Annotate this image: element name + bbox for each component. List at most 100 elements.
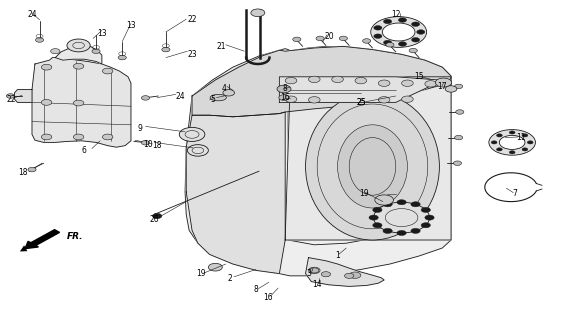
Ellipse shape [332,76,343,83]
Ellipse shape [399,42,407,46]
Text: 20: 20 [324,32,333,41]
Ellipse shape [102,134,113,140]
Ellipse shape [417,30,425,34]
Ellipse shape [411,37,420,42]
Text: 22: 22 [187,15,197,24]
Ellipse shape [411,202,420,207]
Ellipse shape [6,94,15,98]
Ellipse shape [383,228,392,234]
Ellipse shape [187,145,208,156]
Text: 23: 23 [187,50,197,59]
Text: 2: 2 [228,274,232,283]
Ellipse shape [382,23,415,41]
Ellipse shape [409,48,417,53]
Ellipse shape [349,272,361,278]
Ellipse shape [509,151,515,154]
Ellipse shape [435,78,452,87]
Ellipse shape [411,228,420,234]
Ellipse shape [28,167,36,172]
Ellipse shape [522,148,528,151]
Ellipse shape [491,141,497,144]
Text: 25: 25 [356,98,365,107]
Ellipse shape [141,96,150,100]
Text: 7: 7 [513,189,517,198]
Ellipse shape [496,148,502,151]
Ellipse shape [372,223,382,228]
Text: 24: 24 [176,92,185,100]
Ellipse shape [384,19,392,24]
Text: 18: 18 [19,168,28,177]
Ellipse shape [372,207,382,212]
Ellipse shape [308,97,320,103]
Ellipse shape [41,64,52,70]
FancyArrow shape [25,230,59,249]
Ellipse shape [453,161,462,165]
Text: 19: 19 [196,269,205,278]
Polygon shape [279,77,439,102]
Ellipse shape [421,207,431,212]
Ellipse shape [371,17,427,47]
Ellipse shape [141,140,150,145]
Polygon shape [288,50,451,245]
Ellipse shape [73,134,84,140]
Ellipse shape [251,9,265,17]
Ellipse shape [445,86,457,92]
Ellipse shape [310,268,319,273]
Ellipse shape [397,230,406,236]
Ellipse shape [456,110,464,114]
Polygon shape [215,46,451,98]
Text: 8: 8 [283,84,288,92]
Ellipse shape [223,90,235,96]
Text: 25: 25 [356,98,365,107]
Text: 8: 8 [254,285,258,294]
Ellipse shape [321,272,331,277]
Ellipse shape [455,135,463,140]
Text: 6: 6 [82,146,87,155]
Ellipse shape [375,195,393,205]
Ellipse shape [378,97,390,103]
Text: 15: 15 [414,72,424,81]
Text: 9: 9 [137,124,142,132]
Ellipse shape [152,213,162,219]
Polygon shape [186,112,285,274]
Ellipse shape [522,134,528,137]
Text: 12: 12 [391,10,400,19]
Text: 4: 4 [222,84,226,92]
Ellipse shape [162,47,170,52]
Ellipse shape [210,94,226,101]
Ellipse shape [374,34,382,38]
Ellipse shape [102,68,113,74]
Ellipse shape [411,22,420,27]
Ellipse shape [421,223,431,228]
Ellipse shape [369,215,378,220]
Text: 17: 17 [438,82,447,91]
Ellipse shape [73,63,84,69]
Ellipse shape [509,131,515,134]
Ellipse shape [293,37,301,42]
Ellipse shape [279,95,289,100]
Ellipse shape [338,125,407,208]
Ellipse shape [355,77,367,84]
Ellipse shape [374,202,430,233]
Ellipse shape [384,40,392,45]
Polygon shape [55,45,102,64]
Ellipse shape [308,76,320,83]
Ellipse shape [499,135,525,149]
Text: 19: 19 [359,189,368,198]
Text: 1: 1 [335,252,340,260]
Ellipse shape [285,96,297,102]
Ellipse shape [277,85,291,93]
Ellipse shape [308,267,320,274]
Text: 24: 24 [27,10,37,19]
Ellipse shape [285,77,297,84]
Text: 22: 22 [7,95,16,104]
Text: 18: 18 [152,141,162,150]
Ellipse shape [306,93,439,240]
Ellipse shape [208,263,222,271]
Polygon shape [32,58,131,147]
Ellipse shape [363,39,371,43]
Ellipse shape [496,134,502,137]
Text: 11: 11 [516,133,526,142]
Text: 3: 3 [306,269,311,278]
Ellipse shape [41,134,52,140]
